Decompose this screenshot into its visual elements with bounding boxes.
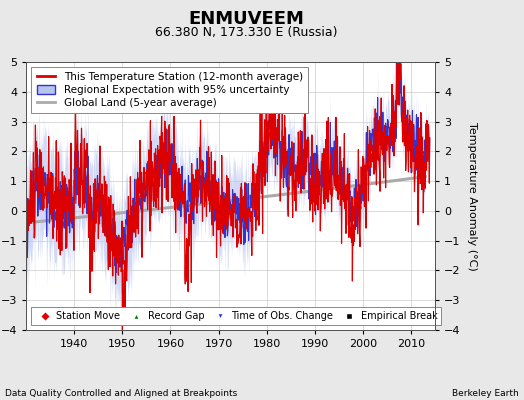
Y-axis label: Temperature Anomaly (°C): Temperature Anomaly (°C) — [467, 122, 477, 270]
Text: Data Quality Controlled and Aligned at Breakpoints: Data Quality Controlled and Aligned at B… — [5, 389, 237, 398]
Text: ENMUVEEM: ENMUVEEM — [188, 10, 304, 28]
Text: 66.380 N, 173.330 E (Russia): 66.380 N, 173.330 E (Russia) — [155, 26, 337, 39]
Text: Berkeley Earth: Berkeley Earth — [452, 389, 519, 398]
Legend: Station Move, Record Gap, Time of Obs. Change, Empirical Break: Station Move, Record Gap, Time of Obs. C… — [31, 307, 441, 325]
